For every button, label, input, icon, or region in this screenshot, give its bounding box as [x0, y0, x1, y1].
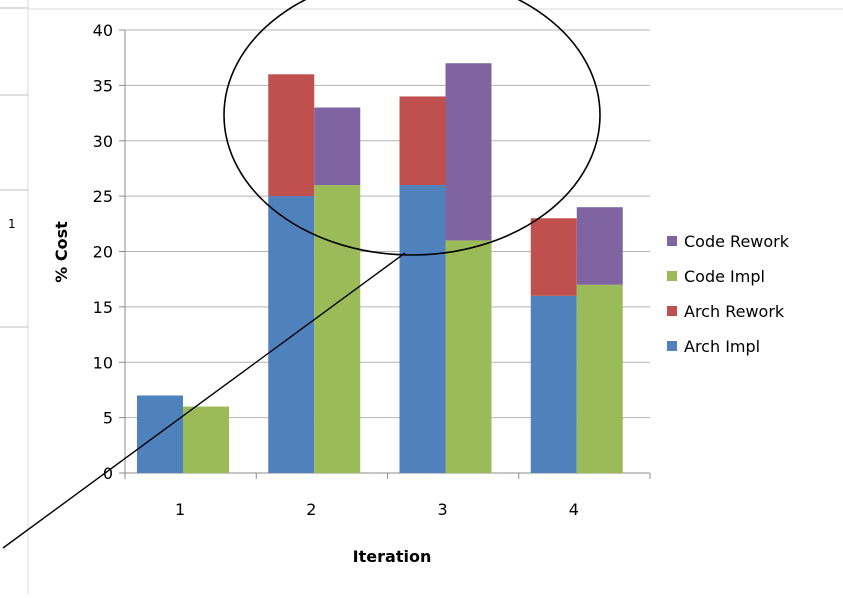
bar-segment [445, 240, 492, 473]
bar-segment [183, 406, 229, 473]
bar-segment [137, 395, 183, 473]
bar-segment [314, 107, 361, 186]
y-tick-label: 15 [93, 298, 113, 317]
annotation-overlay [2, 0, 601, 549]
legend-swatch [667, 236, 677, 246]
bar-segment [576, 207, 623, 285]
bar-segment [530, 218, 577, 296]
x-tick-label: 1 [175, 500, 185, 519]
x-tick-labels: 1 2 3 4 [175, 500, 579, 519]
side-marker-text: 1 [8, 217, 16, 231]
y-tick-label: 25 [93, 187, 113, 206]
legend-entry: Code Impl [684, 267, 765, 286]
bar-segment [445, 63, 492, 241]
bar-segment [268, 74, 315, 197]
bar-segment [399, 185, 446, 474]
bars [137, 63, 623, 474]
y-tick-label: 10 [93, 353, 113, 372]
legend-entry: Code Rework [684, 232, 790, 251]
bar-segment [530, 295, 577, 473]
y-tick-label: 35 [93, 76, 113, 95]
y-tick-labels: 0 5 10 15 20 25 30 35 40 [93, 21, 113, 483]
y-tick-label: 0 [103, 464, 113, 483]
y-axis-label: % Cost [52, 221, 71, 283]
bar-segment [268, 196, 315, 473]
legend-swatch [667, 306, 677, 316]
legend-swatch [667, 341, 677, 351]
legend-entry: Arch Rework [684, 302, 785, 321]
y-tick-label: 5 [103, 409, 113, 428]
y-tick-label: 30 [93, 132, 113, 151]
legend-swatch [667, 271, 677, 281]
highlight-ellipse [223, 0, 601, 256]
leader-line [2, 252, 406, 549]
legend-entry: Arch Impl [684, 337, 760, 356]
bar-segment [576, 284, 623, 473]
x-axis-label: Iteration [353, 547, 432, 566]
legend: Code Rework Code Impl Arch Rework Arch Impl [667, 232, 790, 356]
y-tick-label: 40 [93, 21, 113, 40]
y-tick-label: 20 [93, 243, 113, 262]
bar-segment [399, 96, 446, 186]
x-tick-label: 3 [438, 500, 448, 519]
x-tick-label: 2 [306, 500, 316, 519]
x-tick-label: 4 [569, 500, 579, 519]
bar-segment [314, 185, 361, 474]
